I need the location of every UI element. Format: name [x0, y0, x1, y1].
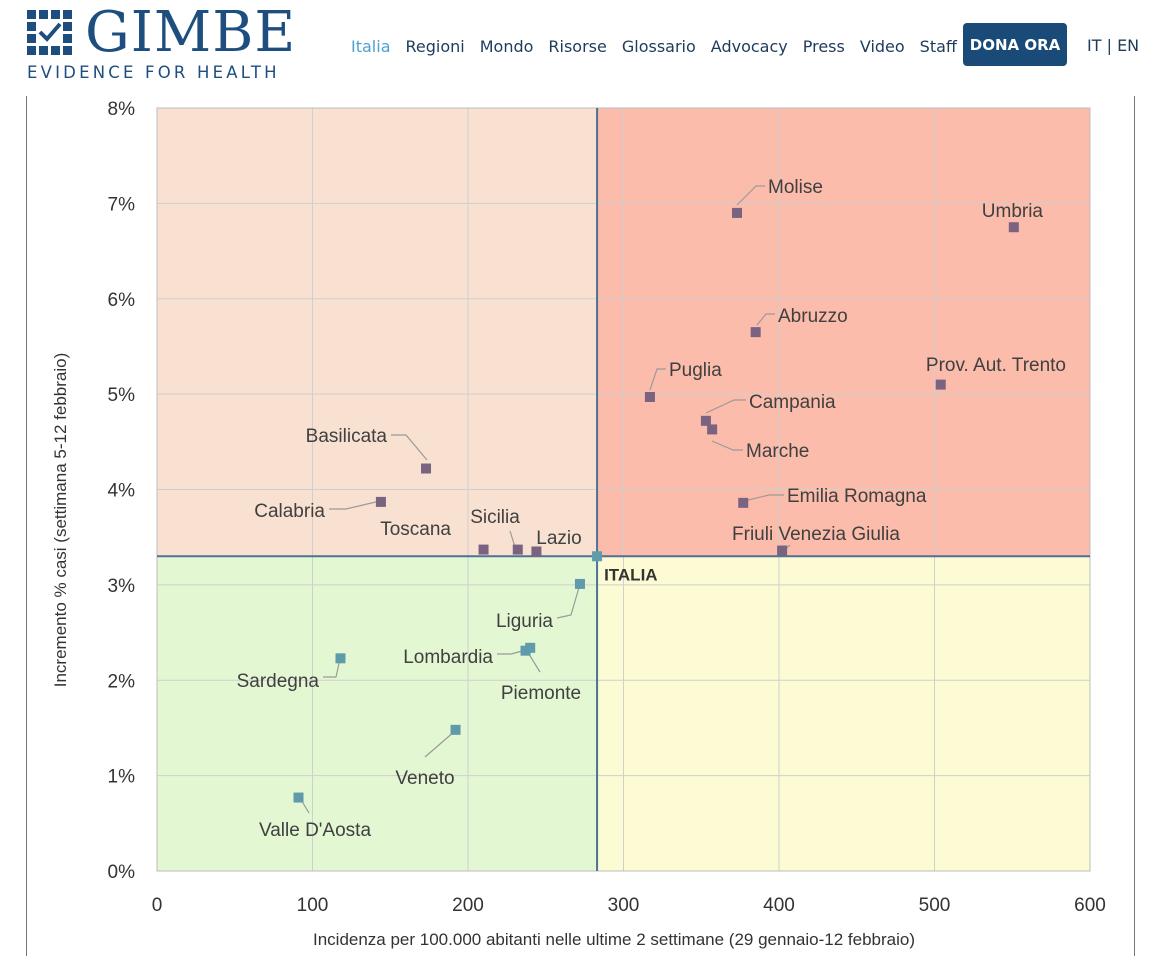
y-tick-label: 1%: [108, 767, 136, 788]
nav-item-mondo[interactable]: Mondo: [479, 36, 534, 56]
y-tick-label: 0%: [108, 862, 136, 883]
gimbe-logo[interactable]: GIMBE EVIDENCE FOR HEALTH: [27, 0, 295, 84]
data-point: [421, 463, 432, 474]
data-label: Sicilia: [470, 507, 520, 528]
data-label: Campania: [749, 392, 836, 413]
data-label: Valle D'Aosta: [259, 820, 371, 841]
nav-item-risorse[interactable]: Risorse: [548, 36, 607, 56]
x-tick-label: 300: [608, 895, 640, 916]
x-tick-label: 600: [1074, 895, 1106, 916]
language-switcher: IT | EN: [1087, 36, 1139, 55]
grid-check-icon: [27, 10, 72, 55]
data-point: [531, 546, 542, 557]
data-label: Lombardia: [403, 647, 493, 668]
data-point: [777, 545, 788, 556]
lang-it-link[interactable]: IT: [1087, 36, 1102, 55]
data-label: Calabria: [254, 501, 325, 522]
y-tick-label: 8%: [108, 99, 136, 120]
data-point: [478, 544, 489, 555]
leader-line: [424, 730, 456, 758]
nav-item-press[interactable]: Press: [802, 36, 845, 56]
data-label: Prov. Aut. Trento: [926, 355, 1066, 376]
data-point: [574, 578, 585, 589]
data-point: [375, 496, 386, 507]
data-label: Marche: [746, 441, 809, 462]
content-frame-right: [1134, 96, 1135, 956]
y-tick-label: 6%: [108, 290, 136, 311]
data-point: [750, 327, 761, 338]
data-point: [335, 653, 346, 664]
leader-line: [323, 658, 341, 678]
main-nav: Italia Regioni Mondo Risorse Glossario Advoca…: [351, 34, 972, 58]
data-label: Veneto: [395, 768, 454, 789]
italia-label: ITALIA: [604, 565, 658, 584]
y-tick-label: 2%: [108, 671, 136, 692]
quadrant-top-right: [597, 108, 1090, 557]
data-label: Sardegna: [237, 671, 320, 692]
nav-item-video[interactable]: Video: [859, 36, 905, 56]
y-tick-label: 5%: [108, 385, 136, 406]
data-point: [450, 724, 461, 735]
data-point: [512, 544, 523, 555]
leader-line: [705, 399, 746, 414]
data-label: Liguria: [496, 611, 553, 632]
y-tick-label: 7%: [108, 194, 136, 215]
data-point: [700, 415, 711, 426]
data-point: [644, 391, 655, 402]
x-tick-label: 100: [297, 895, 329, 916]
y-axis-title: Incremento % casi (settimana 5-12 febbra…: [51, 353, 70, 688]
data-point: [732, 207, 743, 218]
quadrant-bottom-left: [157, 556, 598, 871]
leader-line: [743, 494, 784, 502]
x-tick-label: 400: [763, 895, 795, 916]
data-label: Friuli Venezia Giulia: [732, 524, 900, 545]
y-tick-label: 4%: [108, 481, 136, 502]
data-point: [738, 497, 749, 508]
data-label: Molise: [768, 177, 823, 198]
data-point: [707, 424, 718, 435]
data-label: Emilia Romagna: [787, 486, 927, 507]
brand-tagline: EVIDENCE FOR HEALTH: [27, 63, 280, 82]
nav-item-staff[interactable]: Staff: [919, 36, 957, 56]
content-frame-left: [26, 96, 27, 956]
data-point: [935, 379, 946, 390]
lang-en-link[interactable]: EN: [1117, 36, 1140, 55]
data-point: [520, 645, 531, 656]
brand-name: GIMBE: [85, 0, 297, 65]
leader-line: [391, 434, 428, 461]
data-point: [293, 792, 304, 803]
nav-item-advocacy[interactable]: Advocacy: [710, 36, 788, 56]
leader-line: [736, 185, 765, 206]
nav-item-glossario[interactable]: Glossario: [621, 36, 696, 56]
leader-line: [711, 440, 743, 451]
site-header: GIMBE EVIDENCE FOR HEALTH Italia Regioni M…: [0, 0, 1162, 92]
quadrant-top-left: [157, 108, 598, 557]
leader-line: [756, 313, 775, 326]
leader-line: [649, 368, 666, 391]
data-label: Piemonte: [501, 683, 581, 704]
italia-point: [592, 551, 603, 562]
y-tick-label: 3%: [108, 576, 136, 597]
plot-border: [156, 107, 1091, 872]
nav-item-regioni[interactable]: Regioni: [405, 36, 465, 56]
x-tick-label: 200: [452, 895, 484, 916]
data-label: Lazio: [536, 528, 581, 549]
nav-item-italia[interactable]: Italia: [351, 36, 391, 56]
leader-line: [556, 583, 581, 619]
data-label: Umbria: [982, 201, 1044, 222]
data-label: Abruzzo: [778, 306, 848, 327]
data-point: [1008, 222, 1019, 233]
lang-separator: |: [1101, 36, 1118, 55]
x-axis-title: Incidenza per 100.000 abitanti nelle ult…: [313, 930, 915, 949]
leader-line: [329, 500, 381, 510]
x-tick-label: 0: [152, 895, 163, 916]
data-label: Puglia: [669, 360, 722, 381]
donate-button[interactable]: DONA ORA: [963, 23, 1067, 66]
x-tick-label: 500: [919, 895, 951, 916]
data-label: Toscana: [380, 519, 451, 540]
quadrant-bottom-right: [597, 556, 1090, 871]
data-label: Basilicata: [306, 426, 388, 447]
